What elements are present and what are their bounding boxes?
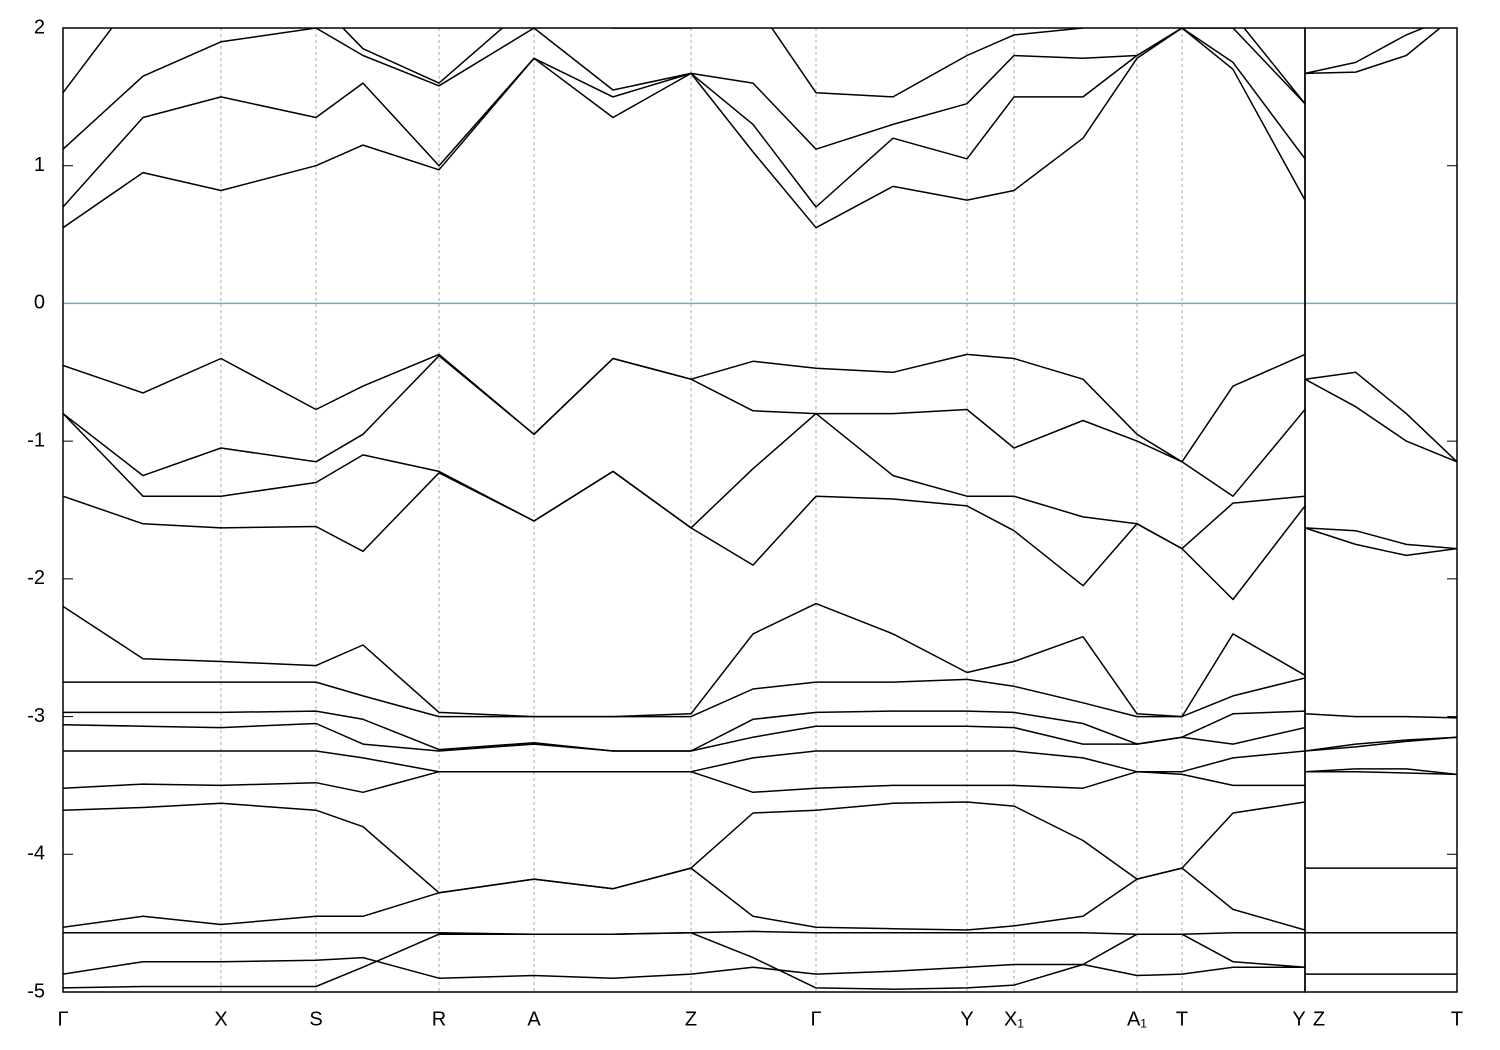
plot-area <box>63 28 1305 990</box>
x-tick-label: Γ <box>57 1008 68 1030</box>
band-line <box>63 470 1305 601</box>
band-line <box>1305 371 1457 463</box>
y-tick-label: -4 <box>27 843 45 865</box>
band-line <box>63 770 1305 794</box>
band-line <box>63 28 1305 208</box>
band-line <box>63 677 1305 718</box>
y-tick-label: -3 <box>27 705 45 727</box>
x-tick-label: Z <box>1313 1008 1325 1030</box>
x-tick-label: S <box>309 1008 322 1030</box>
band-line <box>63 867 1305 931</box>
y-tick-label: -2 <box>27 567 45 589</box>
band-line <box>63 956 1305 979</box>
x-tick-label: X₁ <box>1004 1008 1024 1030</box>
x-tick-label: T <box>1176 1008 1188 1030</box>
x-tick-label: T <box>1451 1008 1463 1030</box>
band-line <box>1305 28 1442 75</box>
plot-area <box>1305 28 1457 975</box>
band-line <box>63 750 1305 773</box>
x-tick-label: A <box>527 1008 541 1030</box>
x-tick-label: Z <box>685 1008 697 1030</box>
band-line <box>1305 28 1426 75</box>
y-tick-label: 2 <box>34 16 45 38</box>
band-line <box>63 355 1305 497</box>
band-line <box>63 353 1305 463</box>
y-tick-label: -1 <box>27 429 45 451</box>
plot-frame <box>1304 27 1458 993</box>
plot-frame <box>62 27 1306 993</box>
band-line <box>63 28 1305 229</box>
y-tick-label: 0 <box>34 292 45 314</box>
band-line <box>1305 736 1457 752</box>
band-line <box>63 28 1305 150</box>
band-line <box>1305 527 1457 550</box>
band-line <box>63 722 1305 752</box>
band-line <box>63 28 1305 105</box>
band-line <box>1305 713 1457 719</box>
band-line <box>1305 378 1457 463</box>
band-line <box>63 801 1305 894</box>
band-line <box>1305 527 1457 557</box>
x-tick-label: A₁ <box>1127 1008 1147 1030</box>
y-tick-label: -5 <box>27 980 45 1002</box>
band-line <box>1305 770 1457 776</box>
x-tick-label: X <box>214 1008 227 1030</box>
x-tick-label: R <box>432 1008 446 1030</box>
x-tick-label: Γ <box>810 1008 821 1030</box>
band-line <box>63 602 1305 718</box>
x-tick-label: Y <box>960 1008 973 1030</box>
band-line <box>1305 768 1457 776</box>
band-line <box>63 932 1305 990</box>
x-tick-label: Y <box>1292 1008 1305 1030</box>
y-tick-label: 1 <box>34 154 45 176</box>
